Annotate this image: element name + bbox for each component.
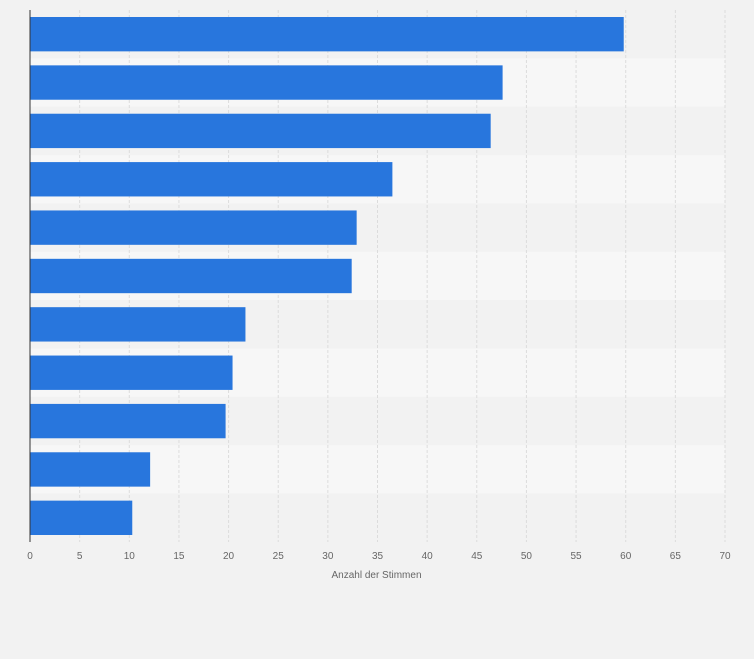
- x-tick-label: 60: [620, 551, 632, 562]
- bar: [30, 355, 233, 390]
- x-tick-label: 55: [571, 551, 583, 562]
- x-tick-label: 15: [173, 551, 185, 562]
- x-tick-label: 35: [372, 551, 384, 562]
- x-tick-label: 25: [273, 551, 285, 562]
- x-tick-label: 40: [422, 551, 434, 562]
- bar: [30, 307, 246, 342]
- bar: [30, 258, 352, 294]
- bar: [30, 500, 133, 535]
- x-tick-label: 65: [670, 551, 682, 562]
- bars: [30, 17, 624, 535]
- x-tick-labels: 0 5 10 15 20 25 30 35 40 45 50 55 60 65 70: [27, 551, 731, 562]
- bar: [30, 17, 624, 52]
- x-tick-label: 50: [521, 551, 533, 562]
- bar: [30, 403, 226, 439]
- x-tick-label: 5: [77, 551, 83, 562]
- bar: [30, 65, 503, 100]
- x-axis-title: Anzahl der Stimmen: [331, 570, 421, 581]
- bar: [30, 162, 393, 197]
- x-tick-label: 45: [471, 551, 483, 562]
- x-tick-label: 0: [27, 551, 33, 562]
- x-tick-label: 10: [124, 551, 136, 562]
- bar: [30, 210, 357, 245]
- bar: [30, 452, 151, 487]
- x-tick-label: 30: [322, 551, 334, 562]
- x-tick-label: 70: [719, 551, 731, 562]
- bar: [30, 113, 491, 149]
- x-tick-label: 20: [223, 551, 235, 562]
